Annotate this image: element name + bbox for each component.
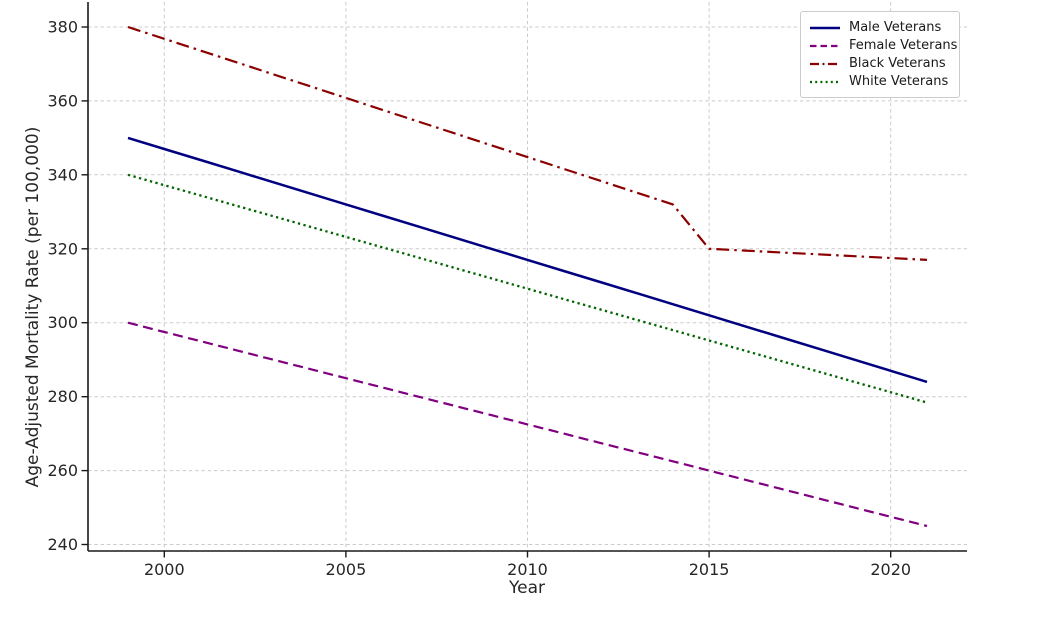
x-tick-label-2000: 2000 <box>144 560 185 579</box>
y-tick-label-380: 380 <box>47 18 78 37</box>
legend: Male Veterans Female Veterans Black Vete… <box>800 11 960 98</box>
y-tick-label-240: 240 <box>47 535 78 554</box>
black-veterans-line-swatch <box>810 62 840 65</box>
female-veterans-line-swatch <box>810 44 840 47</box>
y-axis-label: Age-Adjusted Mortality Rate (per 100,000… <box>23 127 43 488</box>
grid-layer <box>88 2 967 551</box>
legend-label-white-veterans: White Veterans <box>849 74 949 89</box>
y-tick-label-340: 340 <box>47 165 78 184</box>
y-tick-label-260: 260 <box>47 461 78 480</box>
x-tick-label-2020: 2020 <box>870 560 911 579</box>
x-tick-label-2010: 2010 <box>507 560 548 579</box>
x-axis-label: Year <box>508 578 545 598</box>
legend-item-white-veterans: White Veterans <box>810 73 950 90</box>
male-veterans-line-swatch <box>810 26 840 29</box>
y-tick-label-280: 280 <box>47 387 78 406</box>
series-line-female-veterans <box>127 321 928 528</box>
series-line-black-veterans <box>127 25 928 261</box>
y-tick-label-320: 320 <box>47 239 78 258</box>
legend-label-male-veterans: Male Veterans <box>849 20 942 35</box>
series-line-white-veterans <box>127 173 928 404</box>
series-line-male-veterans <box>127 136 928 384</box>
legend-item-female-veterans: Female Veterans <box>810 37 957 54</box>
x-tick-label-2015: 2015 <box>689 560 730 579</box>
tick-layer: 2000 2005 2010 2015 2020 240 260 280 300 320 340 36… <box>47 18 911 580</box>
series-layer <box>127 25 928 528</box>
legend-item-male-veterans: Male Veterans <box>810 19 950 36</box>
legend-label-black-veterans: Black Veterans <box>849 56 946 71</box>
x-tick-label-2005: 2005 <box>326 560 367 579</box>
y-tick-label-360: 360 <box>47 91 78 110</box>
white-veterans-line-swatch <box>810 80 840 83</box>
legend-item-black-veterans: Black Veterans <box>810 55 950 72</box>
y-tick-label-300: 300 <box>47 313 78 332</box>
legend-label-female-veterans: Female Veterans <box>849 38 958 53</box>
